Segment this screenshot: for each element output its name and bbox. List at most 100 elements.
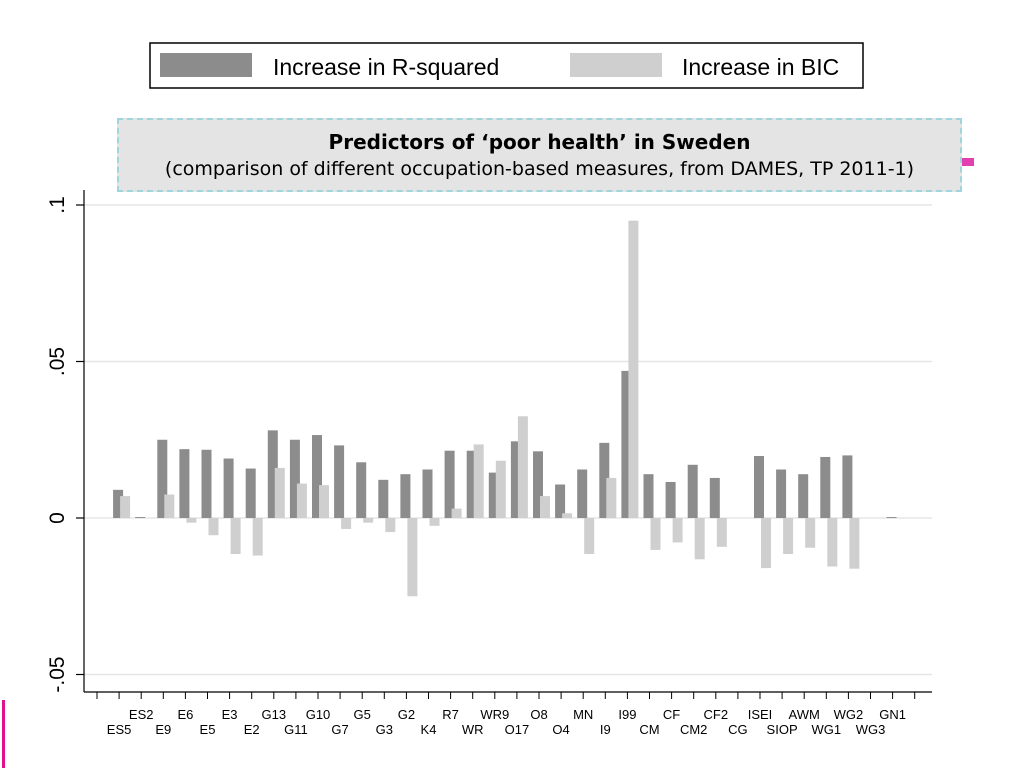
bar-rsquared-cm (643, 474, 654, 518)
bar-rsquared-es2 (135, 517, 146, 518)
x-tick-label: MN (573, 707, 593, 722)
x-tick-label: K4 (421, 722, 437, 737)
bar-bic-isei (761, 518, 771, 569)
bar-bic-wg1 (827, 518, 838, 567)
x-tick-label: WG1 (811, 722, 841, 737)
bar-rsquared-wr9 (488, 472, 499, 518)
x-tick-label: G2 (398, 707, 415, 722)
x-tick-label: CM2 (680, 722, 707, 737)
x-tick-label: I9 (600, 722, 611, 737)
bar-bic-g7 (341, 518, 352, 529)
pink-bracket (0, 700, 5, 768)
bar-rsquared-awm (798, 474, 809, 518)
x-tick-label: O4 (552, 722, 569, 737)
bar-bic-cf (672, 518, 683, 543)
bar-rsquared-wg1 (820, 456, 831, 518)
bar-rsquared-cf (665, 482, 676, 518)
bar-bic-g2 (407, 518, 418, 597)
pink-marker (962, 158, 974, 166)
bar-rsquared-e2 (245, 468, 256, 518)
bar-rsquared-o4 (555, 484, 566, 518)
x-axis-ticks: ES5ES2E9E6E5E3E2G13G11G10G7G5G3G2K4R7WRW… (96, 692, 916, 737)
bar-rsquared-g3 (378, 479, 389, 518)
x-tick-label: O8 (530, 707, 547, 722)
bar-bic-cm2 (694, 518, 705, 560)
x-tick-label: E9 (155, 722, 171, 737)
y-tick-label: .05 (46, 347, 69, 376)
x-tick-label: O17 (505, 722, 530, 737)
chart-title: Predictors of ‘poor health’ in Sweden (328, 130, 751, 154)
x-tick-label: E5 (200, 722, 216, 737)
legend-label-rsquared: Increase in R-squared (273, 54, 499, 80)
bar-rsquared-isei (754, 456, 764, 518)
bar-rsquared-e5 (201, 449, 212, 518)
legend-swatch-bic (570, 53, 662, 77)
bar-bic-cm (650, 518, 661, 550)
bar-rsquared-r7 (444, 450, 455, 518)
chart-title-box: Predictors of ‘poor health’ in Sweden (c… (117, 118, 962, 192)
bar-rsquared-wg2 (842, 455, 853, 518)
bar-rsquared-es5 (113, 489, 124, 518)
bar-bic-e5 (208, 518, 219, 536)
bar-bic-o4 (562, 513, 573, 518)
x-tick-label: ES2 (129, 707, 154, 722)
x-tick-label: G10 (306, 707, 331, 722)
chart-subtitle: (comparison of different occupation-base… (164, 158, 915, 180)
bar-bic-e9 (164, 494, 175, 518)
y-axis-ticks: -.05 0 .05 .1 (46, 196, 84, 693)
bar-bic-g5 (363, 518, 374, 523)
bar-bic-o17 (517, 416, 528, 518)
x-tick-label: G3 (376, 722, 393, 737)
bar-bic-g3 (385, 518, 396, 533)
x-tick-label: E2 (244, 722, 260, 737)
bar-bic-g13 (274, 467, 285, 518)
plot-frame (84, 194, 932, 692)
x-tick-label: E6 (177, 707, 193, 722)
bar-bic-e6 (186, 518, 197, 523)
bar-bic-i99 (628, 220, 639, 518)
bar-rsquared-g2 (400, 474, 411, 518)
legend-swatch-rsquared (160, 53, 252, 77)
bar-rsquared-g11 (289, 439, 300, 518)
x-tick-label: ES5 (107, 722, 132, 737)
x-tick-label: GN1 (879, 707, 906, 722)
bar-bic-e2 (252, 518, 263, 556)
bar-rsquared-mn (577, 469, 588, 518)
legend: Increase in R-squared Increase in BIC (149, 42, 864, 89)
bar-rsquared-g13 (267, 430, 278, 518)
bar-rsquared-e9 (157, 439, 168, 518)
bar-bic-k4 (429, 518, 440, 526)
bar-bic-i9 (606, 477, 617, 518)
bar-rsquared-o17 (510, 441, 521, 518)
bar-rsquared-e6 (179, 449, 190, 518)
bar-bic-o8 (540, 496, 550, 518)
bar-bic-es5 (120, 496, 131, 518)
bar-rsquared-k4 (422, 469, 433, 518)
x-tick-label: R7 (442, 707, 459, 722)
bar-rsquared-g10 (312, 435, 322, 518)
x-tick-label: G13 (262, 707, 287, 722)
bar-rsquared-o8 (533, 451, 543, 518)
bar-bic-wg2 (849, 518, 860, 569)
bar-bic-r7 (451, 508, 462, 518)
bar-rsquared-e3 (223, 458, 234, 518)
x-tick-label: WG3 (856, 722, 886, 737)
bar-rsquared-cf2 (709, 477, 720, 518)
bar-bic-wr9 (495, 460, 506, 518)
x-tick-label: AWM (789, 707, 820, 722)
bar-bic-g11 (296, 483, 307, 518)
x-tick-label: CF (663, 707, 680, 722)
x-tick-label: CM (639, 722, 659, 737)
bar-rsquared-cm2 (687, 464, 698, 518)
bar-rsquared-siop (776, 469, 787, 518)
bar-bic-mn (584, 518, 595, 554)
bar-rsquared-i9 (599, 442, 610, 518)
x-tick-label: G11 (284, 722, 308, 737)
y-tick-label: 0 (46, 512, 69, 524)
x-tick-label: WG2 (834, 707, 864, 722)
y-tick-label: -.05 (46, 656, 69, 692)
bar-bic-wr (473, 444, 484, 518)
bar-rsquared-wr (466, 450, 477, 518)
